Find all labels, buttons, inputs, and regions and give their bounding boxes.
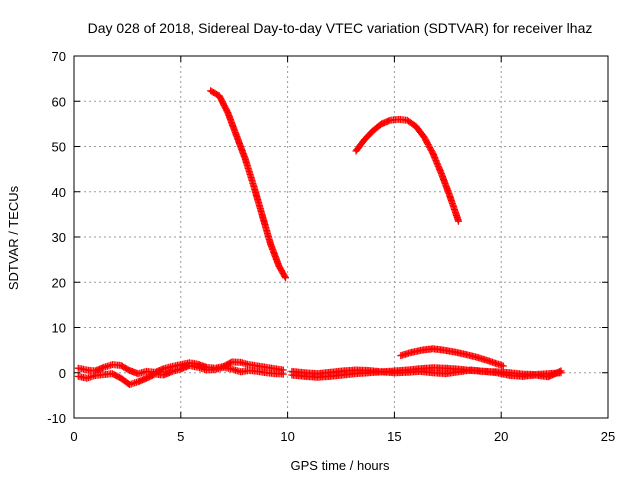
y-tick-label: 40 xyxy=(52,185,66,200)
series-arc-1 xyxy=(207,87,289,282)
series-near-zero-band-d xyxy=(288,366,565,381)
x-tick-label: 25 xyxy=(601,429,615,444)
x-tick-label: 5 xyxy=(177,429,184,444)
series-markers xyxy=(352,115,462,225)
series-markers xyxy=(397,345,507,370)
y-tick-label: 20 xyxy=(52,275,66,290)
y-tick-label: 0 xyxy=(59,366,66,381)
series-arc-2 xyxy=(352,115,462,225)
y-tick-label: 10 xyxy=(52,321,66,336)
series-arc-3 xyxy=(397,345,507,370)
x-tick-label: 0 xyxy=(70,429,77,444)
y-tick-label: 70 xyxy=(52,49,66,64)
series-markers xyxy=(207,87,289,282)
x-axis-label: GPS time / hours xyxy=(291,458,390,473)
grid xyxy=(74,56,608,418)
y-tick-label: 50 xyxy=(52,140,66,155)
x-tick-label: 20 xyxy=(494,429,508,444)
y-tick-label: -10 xyxy=(47,411,66,426)
series-layer xyxy=(74,87,565,388)
ticks: 0 5 10 15 20 25 -10 0 10 20 30 40 50 60 70 xyxy=(47,49,615,444)
series-markers xyxy=(74,362,287,388)
y-axis-label: SDTVAR / TECUs xyxy=(6,185,21,290)
x-tick-label: 10 xyxy=(280,429,294,444)
y-tick-label: 30 xyxy=(52,230,66,245)
series-markers xyxy=(288,366,565,381)
chart-title: Day 028 of 2018, Sidereal Day-to-day VTE… xyxy=(88,20,593,36)
x-tick-label: 15 xyxy=(387,429,401,444)
y-tick-label: 60 xyxy=(52,94,66,109)
series-near-zero-band-b xyxy=(74,362,287,388)
